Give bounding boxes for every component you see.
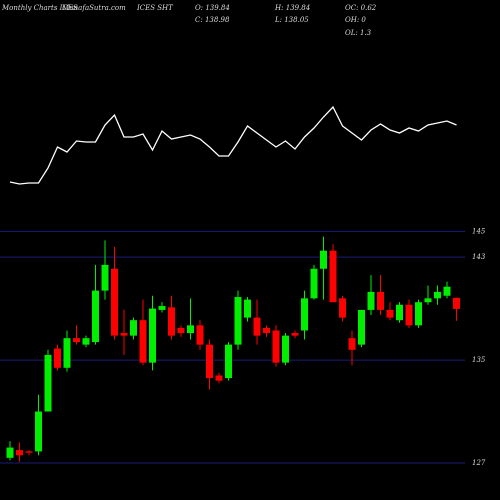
candle-body [453,297,460,309]
candle-body [82,338,90,345]
candle-body [177,327,185,334]
indicator-line [9,105,457,185]
candle-body [434,291,441,299]
candle-body [234,297,242,345]
stat: C: 138.98 [195,16,230,24]
candle-body [158,306,166,310]
candle-body [301,298,308,331]
candle-body [92,290,99,343]
stat: L: 138.05 [274,16,309,24]
candle-body [443,286,451,296]
candle-body [25,451,33,453]
candle-body [149,308,156,363]
candle-body [225,344,232,379]
candle-body [206,344,213,379]
candle-body [44,354,52,412]
candle-body [386,309,394,318]
candle-body [111,268,118,336]
source: MunafaSutra.com [61,4,126,12]
stat: OL: 1.3 [345,29,372,37]
candle-body [358,309,365,345]
candle-body [16,450,23,456]
candle-body [396,304,403,321]
candle-body [367,291,375,310]
candle-body [168,307,175,336]
chart-title: Monthly Charts ICES [1,4,78,12]
candle-body [377,291,384,310]
candle-body [415,302,422,326]
candle-body [101,264,109,291]
candle-body [130,320,137,336]
candle-body [329,250,337,303]
symbol: ICES SHT [136,4,174,12]
stat: H: 139.84 [274,4,310,12]
stat: OC: 0.62 [345,4,377,12]
candle-body [6,447,14,458]
candle-body [253,317,261,336]
candle-body [310,268,318,299]
stat: OH: 0 [345,16,366,24]
candle-body [291,333,299,336]
candle-body [244,299,251,318]
candle-body [63,338,71,368]
candle-body [424,298,432,303]
y-tick-label: 143 [472,253,486,261]
candle-body [405,304,413,326]
candle-body [196,325,204,345]
y-tick-label: 135 [472,356,486,364]
y-tick-label: 127 [472,459,486,467]
candle-body [272,330,280,363]
stat: O: 139.84 [195,4,230,12]
candle-body [320,250,327,269]
candle-body [73,338,80,343]
candle-body [263,327,270,334]
candle-body [339,298,346,318]
y-tick-label: 145 [472,227,486,235]
candle-body [139,320,147,363]
candle-body [215,375,223,381]
candle-body [282,335,289,363]
candle-body [35,411,42,452]
candle-body [120,333,128,336]
candle-body [54,348,61,368]
candle-body [187,325,194,334]
candle-body [348,338,356,350]
